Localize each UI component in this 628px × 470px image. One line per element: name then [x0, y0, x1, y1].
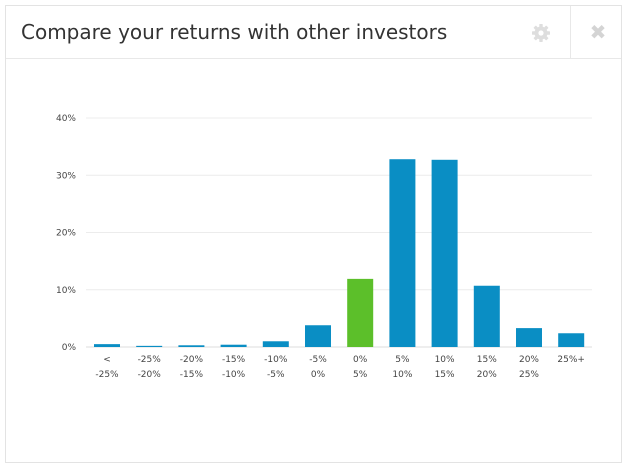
x-tick-label: -25%: [95, 370, 119, 380]
x-tick-label: <: [103, 355, 111, 365]
bar: [136, 345, 163, 347]
bar: [220, 344, 247, 347]
x-tick-label: 25%: [519, 370, 539, 380]
x-tick-label: -15%: [222, 355, 246, 365]
x-tick-label: 0%: [311, 370, 326, 380]
x-tick-label: -15%: [180, 370, 204, 380]
x-tick-label: -10%: [222, 370, 246, 380]
returns-comparison-widget: Compare your returns with other investor…: [5, 5, 622, 463]
x-tick-label: 20%: [477, 370, 497, 380]
x-tick-label: -25%: [138, 355, 162, 365]
bar: [516, 328, 542, 347]
close-icon[interactable]: ✖: [589, 20, 607, 44]
widget-header: Compare your returns with other investor…: [6, 6, 621, 59]
y-tick-label: 40%: [56, 114, 76, 124]
x-tick-label: -5%: [309, 355, 327, 365]
x-tick-label: -10%: [264, 355, 288, 365]
x-tick-label: 15%: [435, 370, 455, 380]
bar-highlighted: [347, 278, 374, 347]
bar: [389, 159, 416, 347]
y-tick-label: 0%: [62, 343, 77, 353]
x-tick-label: 5%: [353, 370, 368, 380]
x-tick-label: -5%: [267, 370, 285, 380]
x-tick-label: 25%+: [557, 355, 585, 365]
bar: [305, 325, 331, 347]
widget-title: Compare your returns with other investor…: [21, 20, 448, 44]
bar: [178, 345, 205, 347]
header-divider: [570, 6, 571, 58]
x-tick-label: 5%: [395, 355, 410, 365]
x-tick-label: 10%: [392, 370, 412, 380]
x-tick-label: 15%: [477, 355, 497, 365]
bar: [262, 341, 289, 347]
bar: [94, 344, 120, 347]
gear-icon[interactable]: [530, 22, 552, 44]
bar: [431, 159, 458, 347]
bar: [558, 333, 585, 347]
x-tick-label: 20%: [519, 355, 539, 365]
x-tick-label: -20%: [138, 370, 162, 380]
bar: [473, 285, 500, 347]
x-tick-label: -20%: [180, 355, 204, 365]
x-tick-label: 10%: [435, 355, 455, 365]
y-tick-label: 10%: [56, 286, 76, 296]
x-tick-label: 0%: [353, 355, 368, 365]
y-tick-label: 20%: [56, 229, 76, 239]
y-tick-label: 30%: [56, 171, 76, 181]
